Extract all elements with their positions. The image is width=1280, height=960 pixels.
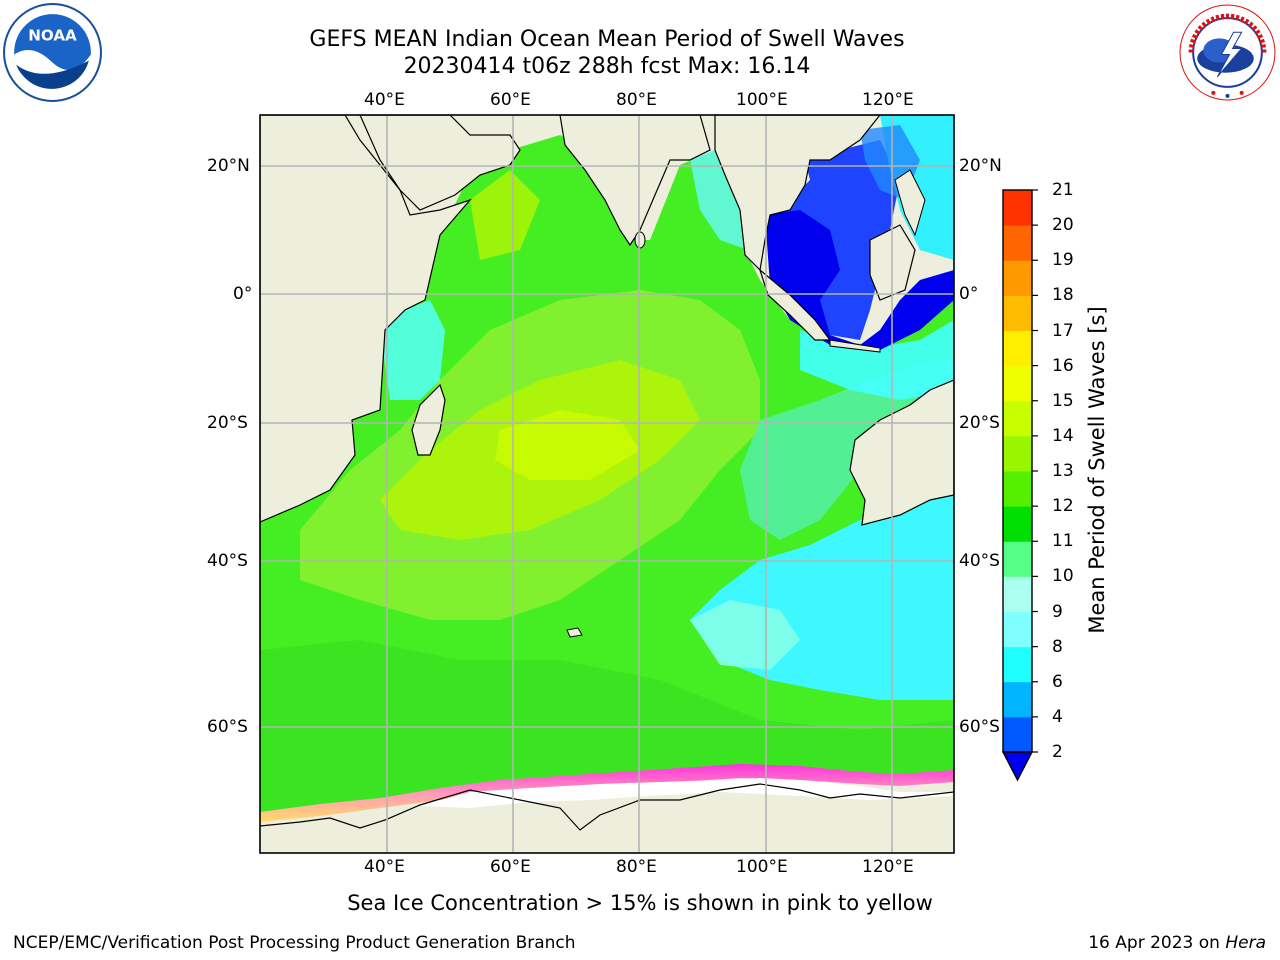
lat-label-left-20n: 20°N: [207, 156, 250, 176]
lon-label-bottom-120e: 120°E: [862, 857, 914, 877]
sea-ice-strip: [260, 764, 954, 822]
colorbar-band: [1003, 681, 1032, 718]
bay-of-bengal-cyan: [690, 150, 748, 250]
colorbar-band: [1003, 716, 1032, 753]
footer-date-host: 16 Apr 2023 on Hera: [1088, 933, 1266, 953]
colorbar-tick-label: 2: [1052, 742, 1063, 762]
southeast-asia: [714, 115, 881, 272]
somali-coast-cyan: [380, 300, 445, 400]
java: [829, 339, 881, 353]
colorbar-tick-label: 16: [1052, 355, 1074, 376]
lon-label-top-60e: 60°E: [490, 90, 531, 110]
lat-label-left-60s: 60°S: [207, 717, 248, 737]
colorbar-tick-label: 14: [1052, 425, 1074, 446]
colorbar-tick-label: 12: [1052, 496, 1074, 517]
lat-label-right-60s: 60°S: [959, 717, 1000, 737]
map-title: GEFS MEAN Indian Ocean Mean Period of Sw…: [309, 27, 905, 52]
colorbar-tick-label: 18: [1052, 285, 1074, 306]
period-10-east-zone: [740, 360, 954, 540]
madagascar: [411, 383, 446, 456]
graticule: [260, 115, 954, 853]
australia: [849, 379, 954, 526]
colorbar-band: [1003, 295, 1032, 331]
colorbar-band: [1003, 646, 1032, 683]
colorbar-band: [1003, 190, 1032, 226]
colorbar-tick-label: 20: [1052, 215, 1074, 236]
lon-label-bottom-40e: 40°E: [364, 857, 405, 877]
kerguelen-island: [566, 627, 583, 638]
lat-label-left-0: 0°: [233, 284, 253, 304]
colorbar-tick-label: 13: [1052, 461, 1074, 481]
lat-label-left-40s: 40°S: [207, 551, 248, 571]
lon-label-top-120e: 120°E: [862, 90, 914, 110]
sea-ice-caption: Sea Ice Concentration > 15% is shown in …: [347, 891, 933, 915]
sumatra: [758, 268, 832, 341]
map-frame: [259, 114, 955, 854]
footer-organization: NCEP/EMC/Verification Post Processing Pr…: [13, 933, 576, 953]
antarctic-coastline: [260, 783, 954, 831]
lon-label-top-40e: 40°E: [364, 90, 405, 110]
colorbar-tick-label: 10: [1052, 566, 1074, 587]
lat-label-right-20n: 20°N: [959, 156, 1002, 176]
colorbar-band: [1003, 611, 1032, 648]
africa: [260, 115, 472, 523]
period-14-zone: [495, 410, 640, 480]
svg-text:NOAA: NOAA: [28, 26, 77, 44]
lon-label-bottom-80e: 80°E: [616, 857, 657, 877]
colorbar-tick-label: 8: [1052, 636, 1063, 657]
antarctic-ice-shelf: [420, 778, 954, 808]
colorbar-band: [1003, 506, 1032, 542]
lon-label-top-80e: 80°E: [616, 90, 657, 110]
period-9-zone: [690, 600, 800, 670]
lat-label-right-20s: 20°S: [959, 413, 1000, 433]
map-subtitle: 20230414 t06z 288h fcst Max: 16.14: [403, 54, 811, 79]
footer-host: Hera: [1225, 933, 1266, 953]
colorbar-band: [1003, 471, 1032, 507]
colorbar-band: [1003, 400, 1032, 437]
colorbar-band: [1003, 225, 1032, 261]
colorbar-band: [1003, 260, 1032, 296]
sri-lanka: [634, 231, 646, 249]
lon-label-top-100e: 100°E: [736, 90, 788, 110]
colorbar-band: [1003, 541, 1032, 577]
colorbar-band: [1003, 576, 1032, 612]
arabia: [359, 115, 521, 211]
colorbar-tick-label: 9: [1052, 601, 1063, 622]
lat-label-left-20s: 20°S: [207, 413, 248, 433]
colorbar-tick-label: 19: [1052, 250, 1074, 271]
lon-label-bottom-60e: 60°E: [490, 857, 531, 877]
footer-date: 16 Apr 2023 on: [1088, 933, 1226, 953]
colorbar-band: [1003, 435, 1032, 472]
arabian-sea-yellow: [470, 170, 540, 260]
colorbar-tick-label: 11: [1052, 531, 1074, 552]
colorbar-tick-label: 17: [1052, 320, 1074, 341]
lat-label-right-0: 0°: [959, 284, 979, 304]
noaa-logo: NOAA: [3, 3, 102, 102]
colorbar-band: [1003, 330, 1032, 367]
colorbar-tick-label: 4: [1052, 706, 1063, 727]
colorbar-tick-label: 15: [1052, 390, 1074, 411]
lat-label-right-40s: 40°S: [959, 551, 1000, 571]
lon-label-bottom-100e: 100°E: [736, 857, 788, 877]
colorbar-title: Mean Period of Swell Waves [s]: [1085, 306, 1109, 634]
colorbar-tick-label: 6: [1052, 671, 1063, 692]
national-weather-service-logo: [1179, 4, 1276, 101]
colorbar-under-arrow: [1001, 751, 1034, 782]
colorbar: [1001, 189, 1038, 782]
indonesia-seas-deep-blue: [765, 210, 954, 350]
period-6-north-east: [800, 320, 954, 400]
colorbar-band: [1003, 365, 1032, 402]
philippines: [894, 169, 926, 237]
colorbar-tick-label: 21: [1052, 180, 1074, 200]
